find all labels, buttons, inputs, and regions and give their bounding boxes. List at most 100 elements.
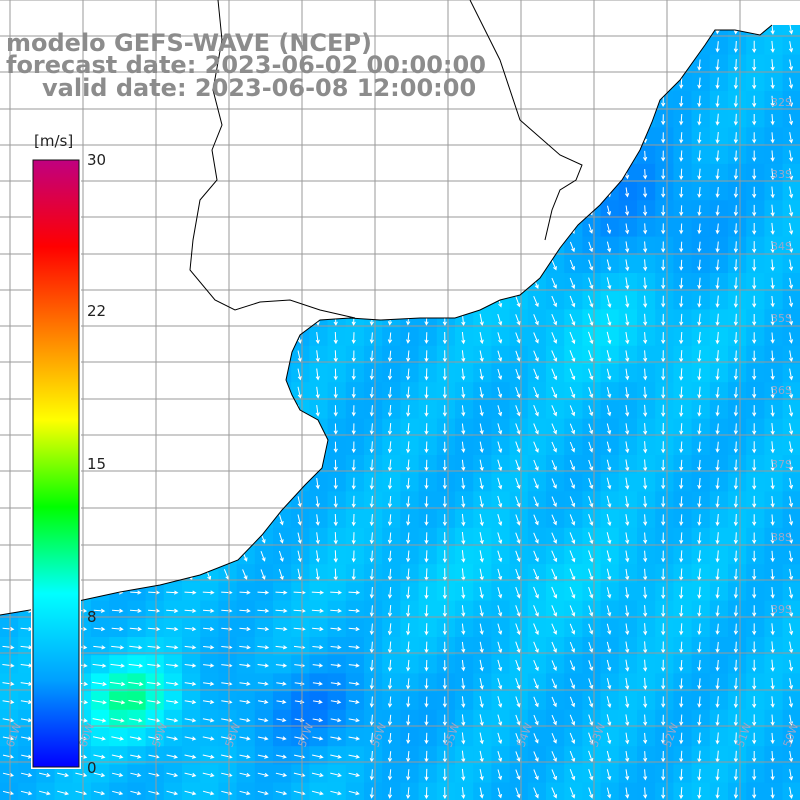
wind-arrow	[606, 150, 612, 162]
wind-cell	[163, 236, 183, 256]
wind-arrow	[239, 590, 251, 595]
wind-cell	[236, 327, 256, 347]
wind-arrow	[643, 769, 648, 781]
wind-arrow	[223, 241, 230, 253]
wind-cell	[91, 782, 110, 800]
wind-arrow	[497, 623, 503, 635]
wind-arrow	[170, 296, 175, 308]
wind-arrow	[387, 386, 393, 399]
wind-cell	[418, 673, 438, 693]
wind-cell	[455, 637, 474, 656]
wind-cell	[764, 273, 784, 292]
wind-arrow	[311, 608, 324, 613]
wind-cell	[527, 564, 547, 583]
wind-arrow	[551, 132, 557, 144]
wind-cell	[782, 436, 800, 456]
wind-arrow	[497, 405, 503, 417]
wind-cell	[236, 473, 256, 492]
wind-cell	[400, 600, 420, 620]
wind-arrow	[223, 441, 230, 453]
wind-cell	[546, 364, 565, 383]
wind-cell	[564, 36, 583, 56]
wind-cell	[327, 509, 347, 529]
wind-arrow	[129, 645, 143, 650]
wind-cell	[127, 618, 147, 638]
wind-cell	[364, 418, 383, 438]
wind-arrow	[96, 477, 101, 490]
wind-cell	[273, 182, 292, 201]
wind-arrow	[589, 5, 593, 15]
wind-cell	[764, 509, 784, 529]
wind-arrow	[315, 441, 320, 453]
wind-arrow	[330, 772, 342, 778]
wind-cell	[182, 291, 201, 310]
wind-cell	[163, 436, 183, 456]
wind-arrow	[533, 423, 539, 435]
wind-cell	[655, 527, 674, 547]
wind-arrow	[752, 751, 757, 763]
wind-cell	[728, 691, 747, 711]
wind-arrow	[733, 132, 738, 144]
wind-arrow	[205, 532, 212, 544]
wind-arrow	[679, 95, 684, 108]
wind-arrow	[6, 241, 11, 254]
wind-arrow	[152, 5, 155, 16]
wind-arrow	[278, 368, 284, 381]
wind-arrow	[643, 332, 648, 345]
wind-arrow	[242, 569, 248, 580]
wind-cell	[182, 218, 201, 238]
wind-arrow	[78, 113, 83, 126]
wind-cell	[218, 527, 238, 547]
wind-cell	[0, 0, 19, 19]
wind-arrow	[697, 787, 702, 800]
wind-cell	[618, 200, 638, 219]
wind-cell	[782, 182, 800, 201]
wind-arrow	[625, 550, 630, 563]
wind-cell	[600, 145, 620, 165]
wind-cell	[509, 600, 529, 620]
wind-arrow	[697, 605, 702, 618]
wind-arrow	[147, 718, 161, 723]
wind-cell	[291, 291, 310, 310]
wind-cell	[400, 509, 420, 529]
wind-arrow	[387, 168, 393, 181]
wind-cell	[491, 600, 511, 620]
wind-arrow	[551, 478, 557, 489]
wind-arrow	[497, 769, 503, 781]
wind-cell	[200, 0, 219, 19]
wind-arrow	[239, 626, 251, 632]
wind-cell	[564, 418, 583, 438]
wind-arrow	[148, 608, 161, 613]
wind-cell	[600, 418, 620, 438]
wind-cell	[54, 782, 74, 800]
wind-arrow	[661, 114, 666, 126]
wind-arrow	[111, 645, 125, 650]
wind-cell	[637, 436, 656, 456]
wind-cell	[546, 728, 565, 747]
wind-cell	[618, 782, 638, 800]
wind-cell	[145, 182, 165, 201]
wind-cell	[491, 327, 511, 347]
wind-arrow	[533, 751, 539, 762]
wind-cell	[618, 546, 638, 565]
wind-cell	[163, 364, 183, 383]
wind-cell	[400, 746, 420, 765]
wind-arrow	[606, 350, 612, 363]
wind-cell	[728, 509, 747, 529]
wind-arrow	[278, 150, 284, 162]
wind-arrow	[643, 404, 648, 417]
wind-arrow	[115, 132, 120, 144]
wind-cell	[382, 728, 401, 747]
wind-arrow	[406, 186, 411, 199]
wind-cell	[473, 782, 492, 800]
wind-arrow	[330, 590, 343, 595]
wind-arrow	[239, 790, 251, 796]
wind-arrow	[242, 150, 248, 162]
wind-arrow	[315, 350, 320, 363]
wind-cell	[746, 54, 765, 74]
wind-cell	[764, 400, 784, 420]
wind-cell	[36, 0, 55, 19]
wind-cell	[163, 218, 183, 238]
wind-cell	[728, 91, 747, 110]
wind-cell	[618, 618, 638, 638]
